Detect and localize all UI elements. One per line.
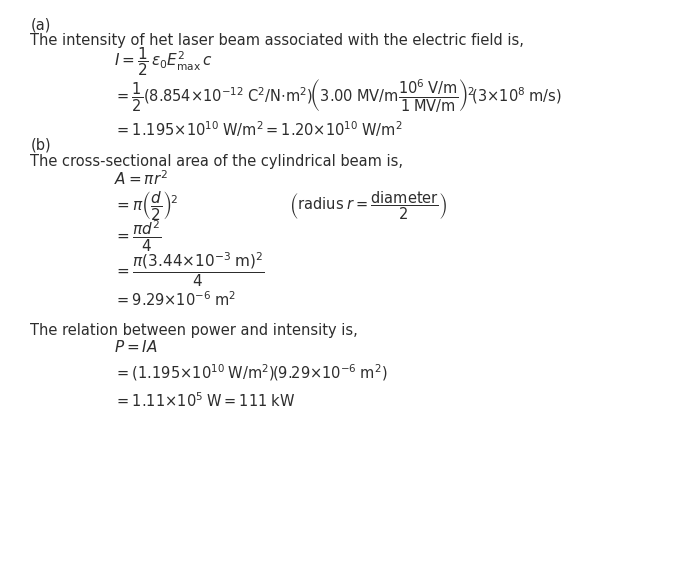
Text: The relation between power and intensity is,: The relation between power and intensity…	[30, 323, 358, 338]
Text: The intensity of het laser beam associated with the electric field is,: The intensity of het laser beam associat…	[30, 33, 524, 48]
Text: $= \dfrac{\pi d^2}{4}$: $= \dfrac{\pi d^2}{4}$	[114, 219, 162, 254]
Text: $=1.195{\times}10^{10}\;\mathrm{W/m^2} =1.20{\times}10^{10}\;\mathrm{W/m^2}$: $=1.195{\times}10^{10}\;\mathrm{W/m^2} =…	[114, 119, 403, 138]
Text: $= \dfrac{1}{2}\left(8.854{\times}10^{-12}\;\mathrm{C^2/N{\cdot}m^2}\right)\!\le: $= \dfrac{1}{2}\left(8.854{\times}10^{-1…	[114, 78, 562, 115]
Text: (b): (b)	[30, 138, 51, 153]
Text: $= \dfrac{\pi\left(3.44{\times}10^{-3}\;\mathrm{m}\right)^2}{4}$: $= \dfrac{\pi\left(3.44{\times}10^{-3}\;…	[114, 250, 265, 288]
Text: $=1.11{\times}10^{5}\;\mathrm{W} =111\;\mathrm{kW}$: $=1.11{\times}10^{5}\;\mathrm{W} =111\;\…	[114, 392, 295, 410]
Text: The cross-sectional area of the cylindrical beam is,: The cross-sectional area of the cylindri…	[30, 154, 403, 169]
Text: $= \left(1.195{\times}10^{10}\;\mathrm{W/m^2}\right)\!\left(9.29{\times}10^{-6}\: $= \left(1.195{\times}10^{10}\;\mathrm{W…	[114, 362, 388, 383]
Text: $\left(\mathrm{radius}\; r = \dfrac{\mathrm{diameter}}{2}\right)$: $\left(\mathrm{radius}\; r = \dfrac{\mat…	[289, 190, 448, 222]
Text: $= \pi\left(\dfrac{d}{2}\right)^{\!2}$: $= \pi\left(\dfrac{d}{2}\right)^{\!2}$	[114, 189, 178, 223]
Text: $I = \dfrac{1}{2}\,\varepsilon_0 E^2_{\mathrm{max}}\, c$: $I = \dfrac{1}{2}\,\varepsilon_0 E^2_{\m…	[114, 46, 213, 78]
Text: (a): (a)	[30, 17, 50, 32]
Text: $A = \pi r^2$: $A = \pi r^2$	[114, 170, 168, 188]
Text: $P = IA$: $P = IA$	[114, 339, 158, 355]
Text: $= 9.29{\times}10^{-6}\;\mathrm{m^2}$: $= 9.29{\times}10^{-6}\;\mathrm{m^2}$	[114, 291, 236, 309]
